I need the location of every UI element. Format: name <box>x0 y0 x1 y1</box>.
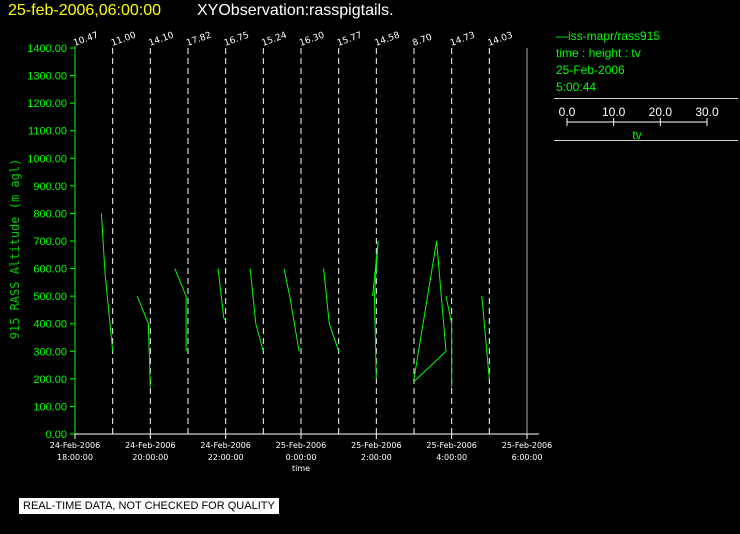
y-tick-label: 1300.00 <box>27 71 67 83</box>
legend-variables: time : height : tv <box>556 46 641 60</box>
legend-series-label: —iss-mapr/rass915 <box>556 29 661 43</box>
reference-line-label: 14.73 <box>449 31 477 49</box>
colorbar-tick-label: 10.0 <box>602 105 626 119</box>
colorbar-tick-label: 20.0 <box>649 105 673 119</box>
x-tick-label: 24-Feb-2006 <box>50 441 100 450</box>
plot-title: XYObservation:rasspigtails. <box>197 2 394 19</box>
y-tick-label: 1200.00 <box>27 98 67 110</box>
reference-line-label: 16.30 <box>298 31 326 49</box>
y-tick-label: 1000.00 <box>27 153 67 165</box>
legend: —iss-mapr/rass915 time : height : tv 25-… <box>556 28 660 96</box>
colorbar-tick-label: 0.0 <box>559 105 576 119</box>
data-series-line <box>100 213 114 352</box>
colorbar-label: tv <box>632 128 641 142</box>
y-tick-label: 1100.00 <box>28 126 67 138</box>
reference-line-label: 11.00 <box>110 31 138 49</box>
x-tick-label: 6:00:00 <box>512 453 543 462</box>
data-series-line <box>413 240 447 382</box>
x-tick-label: 25-Feb-2006 <box>502 441 552 450</box>
x-tick-label: 22:00:00 <box>208 453 244 462</box>
y-tick-label: 100.00 <box>33 401 67 413</box>
x-tick-label: 25-Feb-2006 <box>276 441 326 450</box>
colorbar-tick-label: 30.0 <box>695 105 719 119</box>
x-tick-label: 2:00:00 <box>361 453 392 462</box>
legend-divider <box>554 98 738 99</box>
data-series-line <box>445 295 453 388</box>
reference-line-label: 17.82 <box>185 31 213 49</box>
reference-line-label: 16.75 <box>223 31 251 49</box>
y-tick-label: 1400.00 <box>27 43 67 55</box>
x-tick-label: 0:00:00 <box>286 453 317 462</box>
x-tick-label: 24-Feb-2006 <box>125 441 175 450</box>
reference-line-label: 15.24 <box>261 31 289 49</box>
legend-date: 25-Feb-2006 <box>556 63 625 77</box>
reference-line-label: 10.47 <box>72 31 100 49</box>
data-series-line <box>283 268 300 352</box>
y-tick-label: 0.00 <box>46 429 67 441</box>
legend-time: 5:00:44 <box>556 80 597 94</box>
x-axis-title: time <box>292 464 310 473</box>
x-tick-label: 24-Feb-2006 <box>200 441 250 450</box>
y-tick-label: 700.00 <box>33 236 67 248</box>
data-series-line <box>217 268 227 322</box>
data-series-line <box>323 268 340 352</box>
reference-line-label: 14.58 <box>374 31 402 49</box>
y-axis-title: 915 RASS Altitude (m agl) <box>8 159 22 340</box>
y-tick-label: 500.00 <box>33 291 67 303</box>
data-series-line <box>372 240 379 379</box>
reference-line-label: 14.03 <box>487 31 515 49</box>
y-tick-label: 200.00 <box>33 374 67 386</box>
x-tick-label: 20:00:00 <box>132 453 168 462</box>
x-tick-label: 25-Feb-2006 <box>351 441 401 450</box>
x-tick-label: 4:00:00 <box>436 453 467 462</box>
quality-notice: REAL-TIME DATA, NOT CHECKED FOR QUALITY <box>18 497 280 515</box>
y-tick-label: 900.00 <box>33 181 67 193</box>
timestamp-title: 25-feb-2006,06:00:00 <box>8 2 162 19</box>
data-series-line <box>174 268 187 352</box>
x-tick-label: 18:00:00 <box>57 453 93 462</box>
x-tick-label: 25-Feb-2006 <box>426 441 476 450</box>
data-series-line <box>481 296 490 379</box>
y-tick-label: 800.00 <box>33 208 67 220</box>
y-tick-label: 400.00 <box>33 319 67 331</box>
data-series-line <box>249 268 264 352</box>
data-series-line <box>136 295 151 388</box>
y-tick-label: 600.00 <box>33 264 67 276</box>
legend-divider <box>554 140 738 141</box>
reference-line-label: 15.77 <box>336 31 364 49</box>
reference-line-label: 8.70 <box>411 32 434 48</box>
y-tick-label: 300.00 <box>33 346 67 358</box>
reference-line-label: 14.10 <box>148 31 176 49</box>
